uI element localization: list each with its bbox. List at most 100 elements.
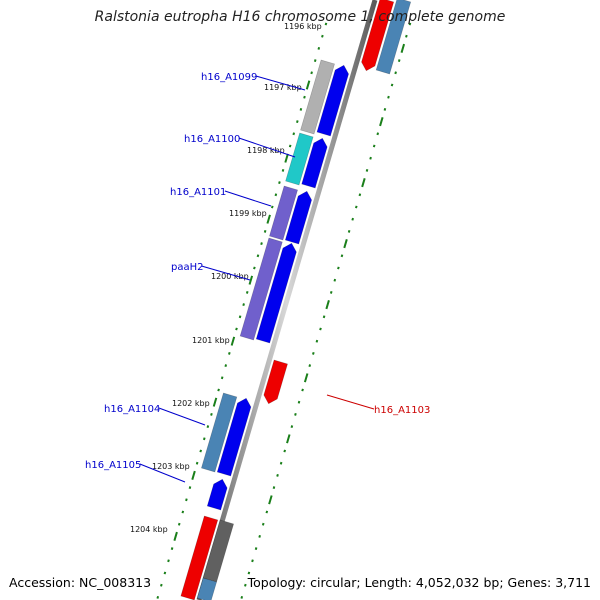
kbp-label: 1198 kbp — [247, 146, 285, 155]
ring-tick — [177, 522, 181, 526]
ring-tick — [160, 583, 163, 587]
ring-tick — [195, 461, 199, 465]
ring-tick — [191, 470, 196, 480]
gene-label-leader-line — [224, 190, 272, 207]
kbp-label: 1201 kbp — [192, 336, 230, 345]
gene-label-leader-line — [326, 394, 375, 410]
cds-red-bottom[interactable] — [180, 515, 219, 600]
chromosome-backbone — [196, 0, 378, 600]
ring-tick — [245, 290, 249, 294]
ring-tick — [296, 120, 299, 124]
ring-tick — [279, 461, 283, 465]
cds-h16-a1101[interactable] — [284, 190, 312, 245]
ring-tick — [248, 275, 254, 285]
ring-tick — [308, 364, 312, 368]
ring-tick — [319, 327, 322, 331]
ring-tick — [301, 388, 304, 392]
genome-summary-text: Topology: circular; Length: 4,052,032 bp… — [247, 575, 591, 590]
ring-tick — [247, 571, 251, 575]
ring-tick — [261, 522, 265, 526]
gene-label-h16-a1104[interactable]: h16_A1104 — [104, 404, 160, 415]
cog-box-steel-top[interactable] — [375, 0, 412, 75]
ring-tick — [185, 498, 188, 502]
ring-tick — [240, 595, 244, 599]
ring-tick — [365, 168, 369, 172]
ring-tick — [202, 437, 206, 441]
ring-tick — [283, 449, 287, 453]
kbp-label: 1199 kbp — [229, 209, 267, 218]
cds-h16-a1103[interactable] — [263, 359, 288, 405]
cds-h16-a1105[interactable] — [206, 478, 228, 511]
cds-red-top[interactable] — [361, 0, 395, 72]
ring-tick — [400, 43, 406, 53]
ring-tick — [324, 22, 328, 26]
ring-tick — [266, 214, 271, 224]
ring-tick — [299, 107, 303, 111]
ring-tick — [276, 473, 279, 477]
ring-tick — [238, 315, 242, 319]
ring-tick — [254, 547, 258, 551]
ring-tick — [322, 315, 326, 319]
ring-tick — [235, 327, 238, 331]
gene-label-h16-a1105[interactable]: h16_A1105 — [85, 460, 141, 471]
label-layer: 1197 kbp 1198 kbp 1199 kbp 1200 kbp 1201 kbp… — [85, 22, 430, 534]
ring-tick — [343, 239, 348, 249]
ring-tick — [210, 412, 213, 416]
gene-label-leader-line — [238, 137, 296, 158]
ring-tick — [251, 559, 254, 563]
ring-tick — [242, 303, 245, 307]
ring-tick — [244, 583, 247, 587]
ring-tick — [181, 510, 185, 514]
cog-box-h16-a1101[interactable] — [269, 185, 298, 241]
cog-box-h16-a1099[interactable] — [300, 59, 335, 135]
ring-tick — [303, 95, 306, 99]
ring-tick — [387, 95, 390, 99]
cds-paah2[interactable] — [255, 242, 297, 344]
kbp-label: 1197 kbp — [264, 83, 302, 92]
gene-label-paah2[interactable]: paaH2 — [171, 262, 204, 273]
ring-tick — [265, 510, 269, 514]
gene-label-h16-a1101[interactable]: h16_A1101 — [170, 187, 226, 198]
ring-tick — [379, 117, 384, 127]
cog-box-paah2[interactable] — [239, 237, 283, 341]
ring-tick — [230, 336, 236, 346]
ring-tick — [278, 181, 281, 185]
cog-box-h16-a1104[interactable] — [201, 392, 238, 473]
gene-label-h16-a1100[interactable]: h16_A1100 — [184, 134, 240, 145]
ring-tick — [274, 193, 278, 197]
cds-h16-a1100[interactable] — [301, 137, 328, 189]
ring-tick — [199, 449, 203, 453]
ring-tick — [224, 364, 228, 368]
ring-tick — [405, 34, 408, 38]
ring-tick — [258, 534, 261, 538]
ring-tick — [315, 339, 319, 343]
ring-tick — [312, 351, 315, 355]
cog-box-steel-bottom[interactable] — [196, 577, 217, 600]
ring-tick — [313, 59, 317, 63]
ring-tick — [217, 388, 220, 392]
gene-label-leader-line — [201, 265, 251, 281]
ring-tick — [317, 46, 321, 50]
ring-tick — [333, 278, 337, 282]
ring-tick — [325, 300, 330, 310]
cds-h16-a1099[interactable] — [316, 64, 349, 137]
kbp-label: 1204 kbp — [130, 525, 168, 534]
ring-tick — [268, 495, 273, 505]
ring-tick — [156, 595, 160, 599]
ring-tick — [361, 178, 366, 188]
right-tick-ring — [240, 22, 412, 599]
ring-tick — [272, 486, 276, 490]
kbp-label: 1200 kbp — [211, 272, 249, 281]
gene-label-h16-a1099[interactable]: h16_A1099 — [201, 72, 257, 83]
ring-tick — [369, 156, 372, 160]
feature-layer — [180, 0, 412, 600]
ring-tick — [256, 254, 260, 258]
ring-tick — [394, 71, 397, 75]
ring-tick — [292, 132, 296, 136]
ring-tick — [288, 144, 292, 148]
cog-box-h16-a1100[interactable] — [285, 132, 314, 186]
gene-label-h16-a1103[interactable]: h16_A1103 — [374, 405, 430, 416]
ring-tick — [372, 144, 376, 148]
cds-h16-a1104[interactable] — [216, 397, 252, 477]
